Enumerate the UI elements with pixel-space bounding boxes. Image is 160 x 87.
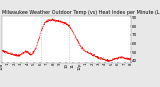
Text: Milwaukee Weather Outdoor Temp (vs) Heat Index per Minute (Last 24 Hours): Milwaukee Weather Outdoor Temp (vs) Heat… — [2, 10, 160, 15]
